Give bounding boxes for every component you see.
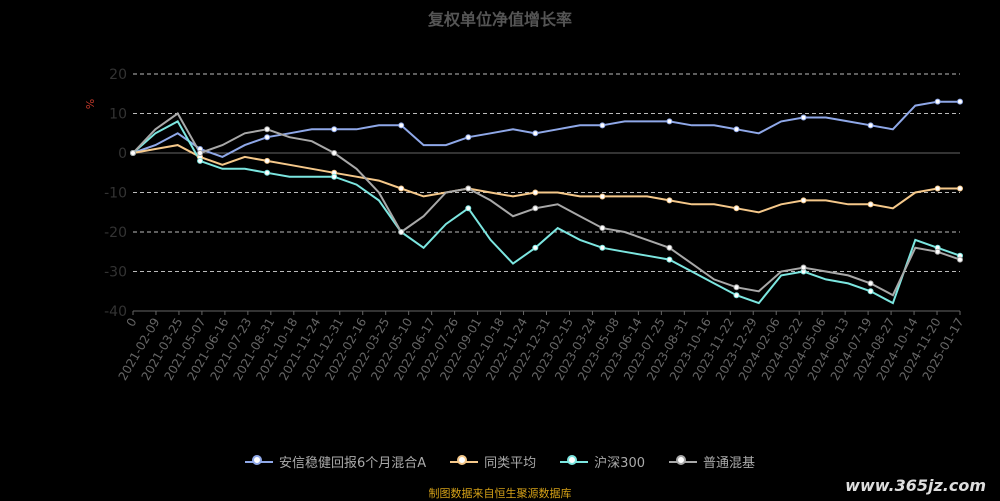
data-point <box>934 185 941 192</box>
watermark: www.365jz.com <box>845 476 986 495</box>
data-point <box>733 284 740 291</box>
data-point <box>666 244 673 251</box>
series-lines <box>132 100 961 305</box>
data-point <box>733 205 740 212</box>
series-line-1 <box>132 144 960 214</box>
y-tick-label: -10 <box>104 186 127 202</box>
data-point <box>331 150 338 156</box>
data-point <box>532 189 539 196</box>
x-axis: 02021-02-092021-03-252021-05-072021-06-1… <box>116 310 967 383</box>
data-point <box>398 185 405 192</box>
data-point <box>130 150 136 156</box>
data-point <box>599 244 606 251</box>
legend-swatch <box>560 454 589 469</box>
data-point <box>599 225 606 232</box>
legend-item[interactable]: 同类平均 <box>450 452 536 471</box>
y-tick-label: -40 <box>104 304 127 320</box>
legend-item[interactable]: 沪深300 <box>560 452 645 471</box>
legend-swatch <box>450 454 479 469</box>
series-line-0 <box>132 100 960 158</box>
data-point <box>666 118 673 125</box>
legend-label: 沪深300 <box>594 456 645 471</box>
legend-item[interactable]: 普通混基 <box>669 452 755 471</box>
data-point <box>331 126 338 133</box>
y-tick-label: -30 <box>104 265 127 281</box>
series-line-2 <box>132 120 961 305</box>
legend-swatch <box>244 454 273 469</box>
data-point <box>934 98 941 105</box>
data-point <box>666 197 673 204</box>
data-point <box>957 98 963 105</box>
data-point <box>465 185 472 192</box>
data-point <box>465 134 472 141</box>
legend-swatch <box>669 454 697 469</box>
data-point <box>532 244 539 251</box>
y-tick-label: 10 <box>109 107 127 123</box>
data-point <box>666 256 673 263</box>
data-point <box>957 185 963 192</box>
data-point <box>867 280 874 287</box>
series-line-3 <box>132 112 961 297</box>
y-axis: 20 10 0 -10 -20 -30 -40 <box>104 67 127 320</box>
data-point <box>599 122 606 129</box>
data-point <box>867 288 874 295</box>
data-point <box>800 197 807 204</box>
data-point <box>264 169 271 176</box>
data-point <box>532 130 539 137</box>
y-tick-label: -20 <box>104 225 127 241</box>
data-point <box>867 122 874 129</box>
data-point <box>264 126 271 133</box>
data-point <box>934 248 941 255</box>
data-point <box>465 205 472 212</box>
data-source: 制图数据来自恒生聚源数据库 <box>428 487 572 500</box>
legend-label: 同类平均 <box>484 456 537 471</box>
data-point <box>957 256 963 263</box>
data-point <box>197 150 204 156</box>
data-point <box>867 201 874 208</box>
data-point <box>398 122 405 129</box>
legend: 安信稳健回报6个月混合A 同类平均 沪深300 普通混基 <box>0 452 1000 471</box>
data-point <box>733 292 740 299</box>
data-point <box>733 126 740 133</box>
y-tick-label: 20 <box>109 67 127 83</box>
data-point <box>398 229 405 235</box>
legend-label: 普通混基 <box>703 456 756 471</box>
series-points <box>130 98 963 299</box>
data-point <box>197 157 204 164</box>
data-point <box>599 193 606 200</box>
data-point <box>264 134 271 141</box>
data-point <box>532 205 539 212</box>
y-tick-label: 0 <box>118 146 127 162</box>
data-point <box>264 157 271 164</box>
x-tick-label: 0 <box>124 316 140 330</box>
data-point <box>800 114 807 121</box>
y-axis-label: % <box>84 99 97 109</box>
data-point <box>331 173 338 180</box>
legend-label: 安信稳健回报6个月混合A <box>278 456 427 471</box>
data-point <box>800 264 807 271</box>
chart-title: 复权单位净值增长率 <box>427 10 572 29</box>
legend-item[interactable]: 安信稳健回报6个月混合A <box>244 452 427 471</box>
